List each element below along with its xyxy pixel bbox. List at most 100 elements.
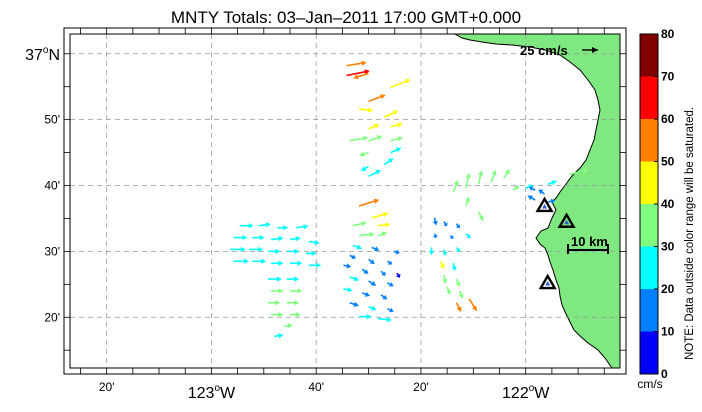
current-vector [455, 247, 461, 253]
frame-ticks [64, 28, 626, 374]
map-outer-frame [63, 27, 627, 375]
current-vector [439, 260, 445, 270]
current-vector [428, 247, 435, 256]
current-vector [387, 282, 394, 287]
colorbar-segment [640, 246, 658, 289]
current-vector [490, 169, 497, 183]
map-frame [69, 33, 621, 369]
colorbar-tick-label: 50 [661, 155, 675, 169]
current-vector [377, 317, 392, 323]
current-vector [233, 258, 249, 264]
current-vector [442, 274, 448, 285]
longitude-label: 123oW [188, 383, 236, 402]
current-vector [283, 323, 294, 329]
current-vector [465, 196, 470, 207]
current-vector [368, 258, 375, 264]
latitude-label: 50' [44, 113, 60, 127]
radar-site-marker [535, 196, 554, 213]
current-vector [368, 305, 377, 311]
current-vector [377, 231, 388, 237]
reference-vector: 25 cm/s [520, 43, 598, 58]
longitude-labels: 20' 123oW 40' 20' 122oW [99, 380, 550, 402]
saturation-note: NOTE: Data outside color range will be s… [684, 107, 696, 360]
latitude-label: 40' [44, 179, 60, 193]
current-vector [432, 233, 438, 239]
colorbar-tick-label: 10 [661, 325, 675, 339]
current-vector [380, 294, 388, 300]
colorbar-tick-label: 80 [661, 27, 675, 41]
reference-vector-arrowhead [592, 47, 598, 53]
current-vector [359, 107, 374, 113]
colorbar-segment [640, 76, 658, 119]
current-vector [271, 260, 284, 266]
longitude-label: 20' [99, 380, 115, 394]
ocean-background [70, 34, 620, 368]
current-vectors [230, 60, 589, 339]
current-vector [455, 278, 461, 287]
colorbar-tick-label: 70 [661, 70, 675, 84]
current-vector [268, 276, 282, 282]
latitude-label: 30' [44, 244, 60, 258]
current-vector [233, 234, 248, 241]
current-vector [390, 147, 402, 154]
current-vector [361, 268, 369, 274]
current-vector [308, 262, 322, 268]
current-vector [343, 263, 352, 269]
current-vector [296, 224, 309, 230]
current-vector [396, 272, 401, 278]
current-vector [547, 198, 556, 204]
current-vector [268, 300, 281, 306]
current-vector [349, 301, 360, 307]
current-vector [353, 72, 369, 80]
current-vector [268, 248, 281, 254]
current-vector [305, 250, 317, 256]
radar-site-marker [538, 273, 557, 290]
current-vector [271, 236, 284, 242]
current-vector [455, 223, 461, 229]
colorbar-segment [640, 161, 658, 204]
colorbar-tick-label: 60 [661, 112, 675, 126]
current-vector [377, 222, 391, 228]
current-vector [286, 276, 300, 282]
map-title: MNTY Totals: 03–Jan–2011 17:00 GMT+0.000 [171, 8, 521, 27]
colorbar-segment [640, 204, 658, 247]
current-vector [343, 287, 353, 293]
current-vector [352, 244, 363, 250]
map-area [70, 34, 620, 368]
reference-vector-label: 25 cm/s [520, 43, 568, 58]
current-vector [449, 235, 454, 239]
colorbar-tick-label: 30 [661, 240, 675, 254]
longitude-label: 20' [413, 380, 429, 394]
current-vector [503, 168, 510, 179]
current-vector [465, 172, 471, 189]
current-vector [359, 151, 369, 157]
current-vector [432, 217, 438, 226]
current-vector [286, 248, 300, 254]
current-vector [277, 225, 289, 231]
current-vector [239, 223, 254, 229]
latitude-label: 20' [44, 310, 60, 324]
current-vector [230, 246, 246, 253]
current-vector [271, 312, 284, 318]
current-vector [468, 298, 477, 312]
colorbar [639, 33, 659, 375]
current-vector [359, 314, 372, 320]
current-vector [286, 300, 300, 306]
current-vector [442, 249, 448, 256]
longitude-label: 40' [308, 380, 324, 394]
colorbar-segment [640, 289, 658, 332]
current-vector [358, 198, 380, 207]
current-vector [349, 254, 356, 260]
current-vector [346, 60, 367, 67]
current-vector [528, 186, 536, 192]
current-vector [525, 184, 534, 190]
current-vector [289, 236, 301, 242]
current-vector [477, 170, 484, 185]
current-vector [451, 263, 457, 272]
graticule [70, 34, 620, 368]
current-vector [538, 189, 546, 195]
radar-sites [535, 196, 576, 290]
current-vector [390, 122, 403, 128]
current-vector [455, 302, 462, 313]
